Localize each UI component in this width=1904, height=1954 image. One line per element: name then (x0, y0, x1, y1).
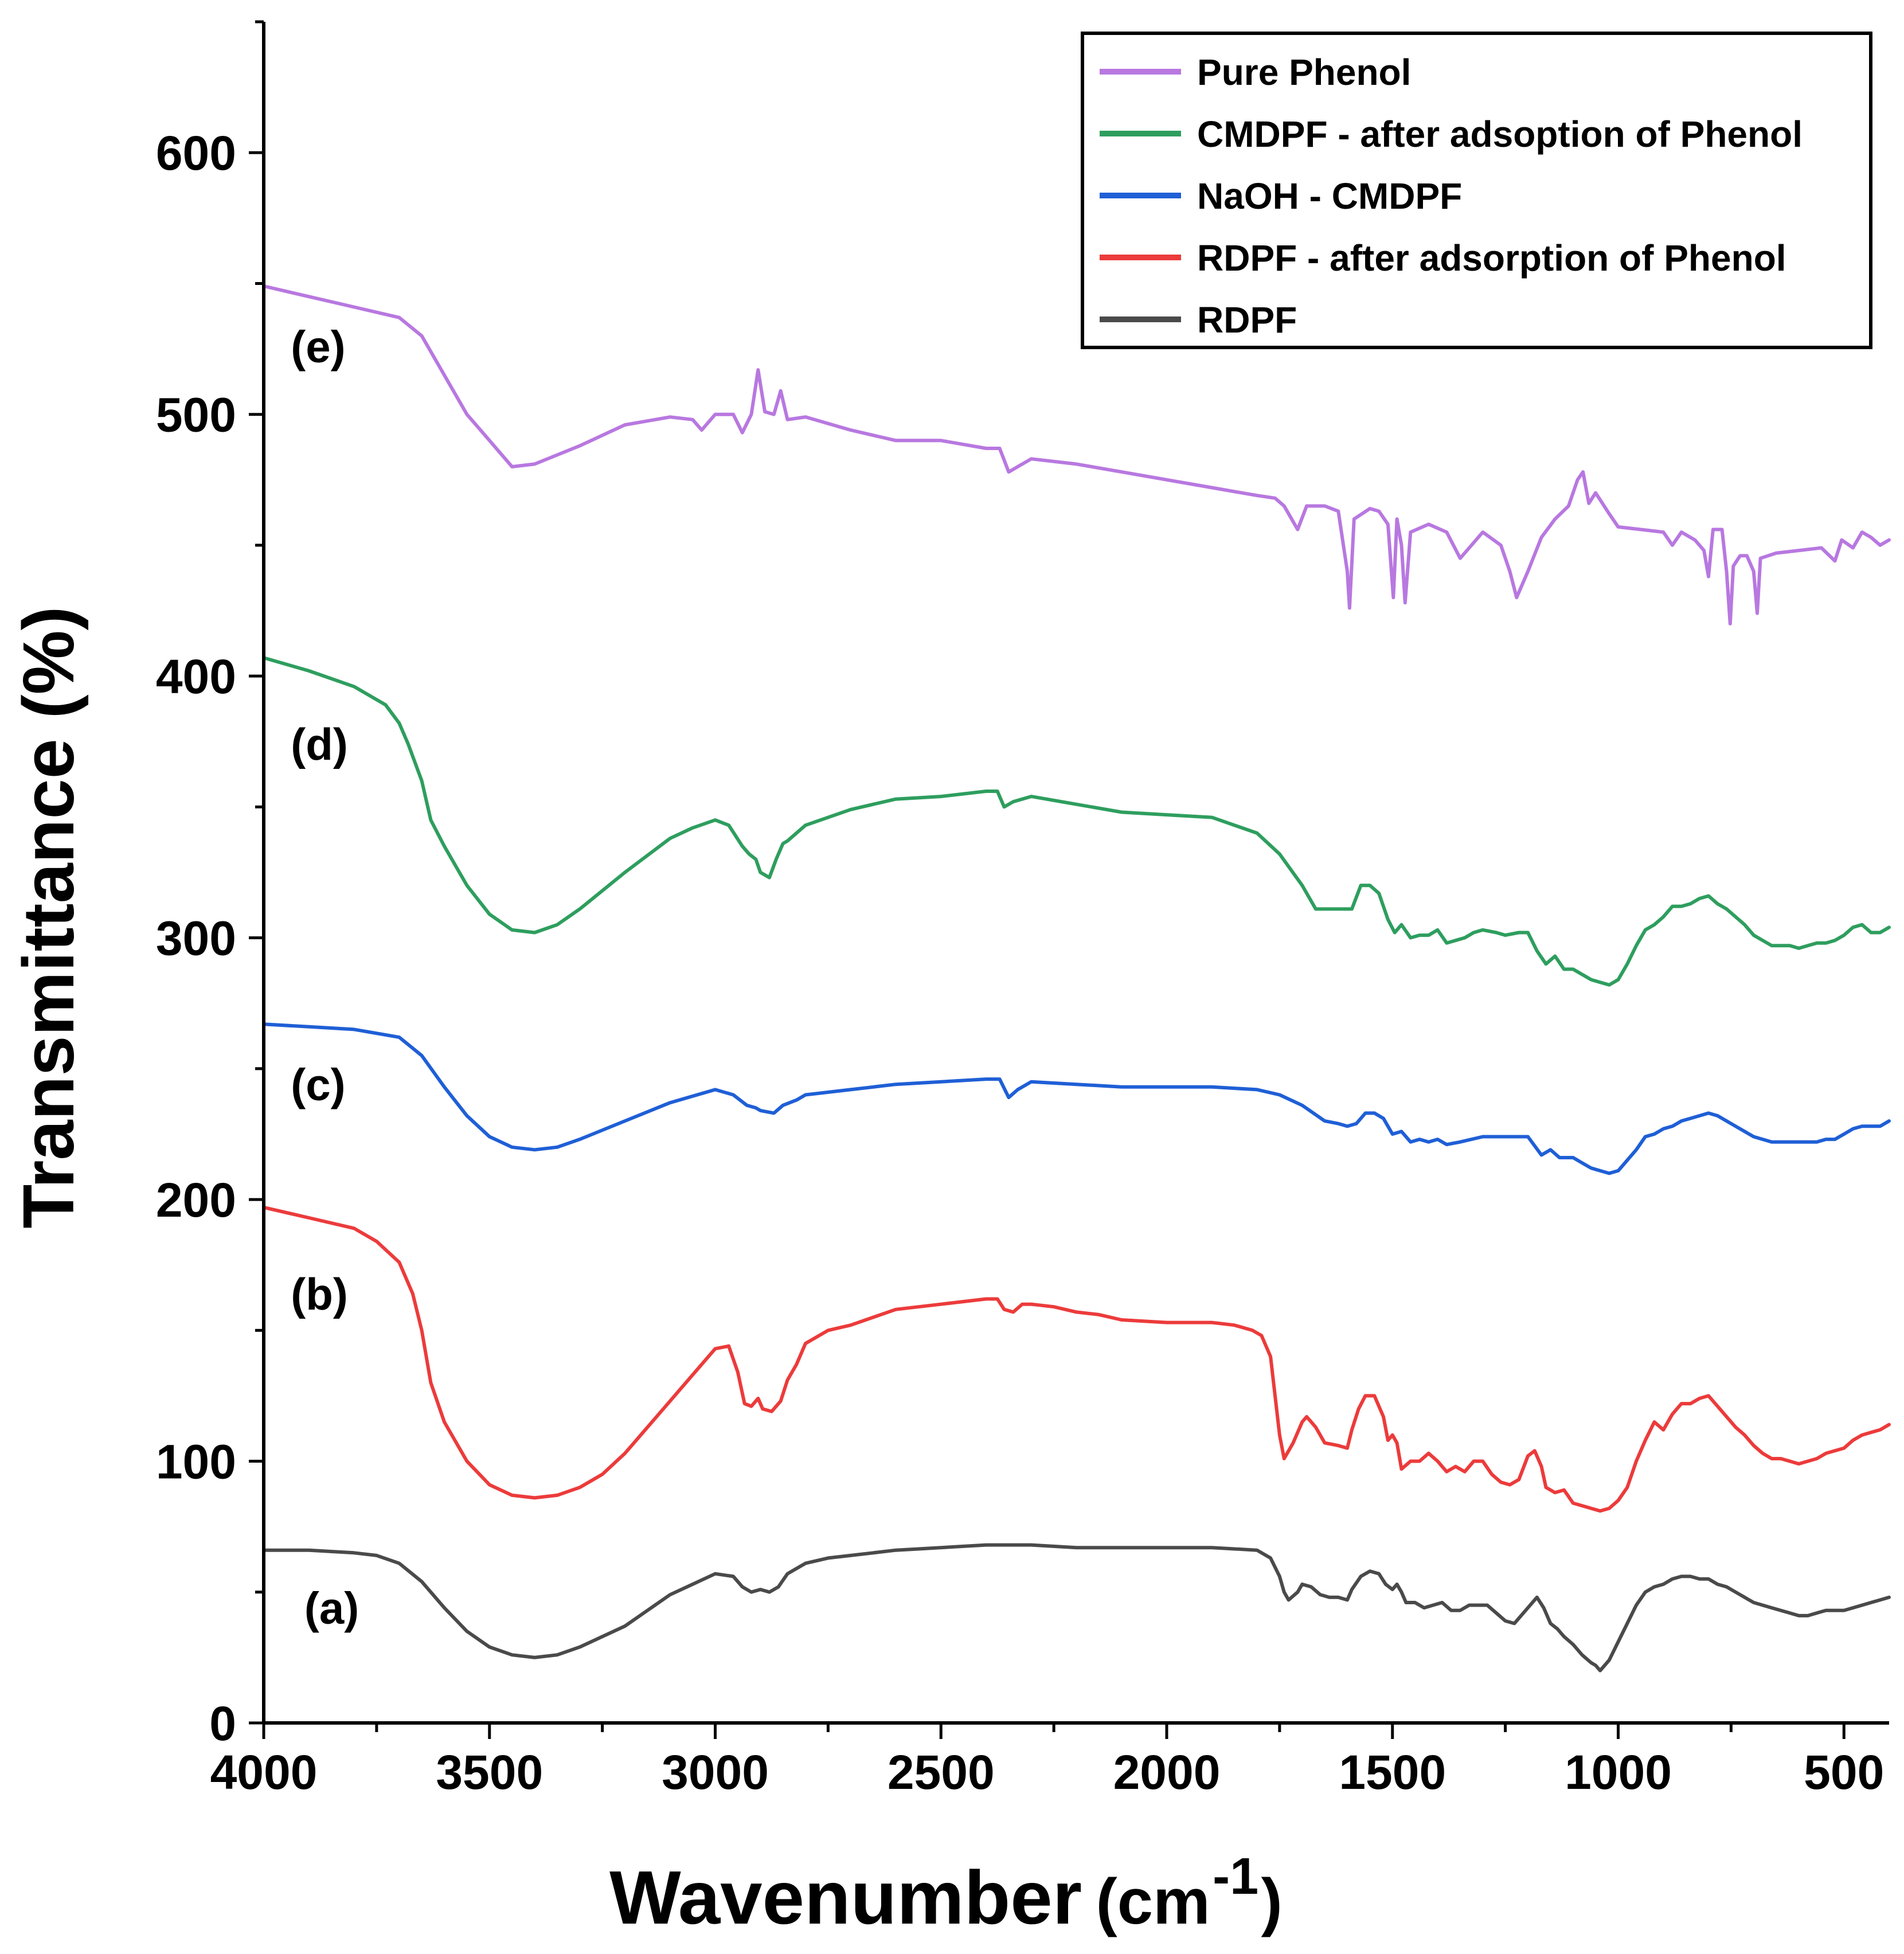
legend-label-4: RDPF - after adsorption of Phenol (1197, 237, 1786, 279)
legend-label-5: RDPF (1197, 299, 1297, 341)
y-tick-label: 400 (156, 650, 236, 704)
curve-label-2: (d) (291, 719, 348, 769)
curve-label-3: (c) (291, 1060, 345, 1110)
legend-box (1081, 32, 1872, 349)
series-line-3 (262, 1022, 1891, 1175)
x-tick-label: 2500 (888, 1745, 995, 1799)
legend-label-1: Pure Phenol (1197, 52, 1411, 93)
x-tick-label: 3000 (662, 1745, 769, 1799)
x-axis-title-unit-exponent: -1 (1213, 1848, 1258, 1905)
curve-label-5: (a) (304, 1583, 359, 1633)
curve-label-4: (b) (291, 1269, 348, 1319)
series-line-4 (262, 1205, 1891, 1513)
y-tick-label: 300 (156, 912, 236, 966)
series-line-2 (262, 656, 1891, 987)
y-tick-label: 500 (156, 388, 236, 442)
axes: 0 100 200 300 400 500 600 4000 3500 3000 2500 2000 1… (156, 20, 1889, 1799)
legend-label-2: CMDPF - after adsoption of Phenol (1197, 114, 1803, 155)
x-axis-title-main: Wavenumber (609, 1855, 1082, 1940)
y-tick-label: 100 (156, 1435, 236, 1489)
x-tick-label: 1500 (1339, 1745, 1446, 1799)
x-tick-label: 4000 (210, 1745, 318, 1799)
x-tick-label: 1000 (1565, 1745, 1672, 1799)
x-tick-label: 3500 (436, 1745, 543, 1799)
series-lines: (e) (d) (c) (b) (a) (262, 284, 1891, 1672)
series-line-1 (262, 284, 1891, 626)
y-tick-label: 0 (209, 1697, 236, 1750)
y-tick-label: 600 (156, 126, 236, 180)
curve-label-1: (e) (291, 321, 345, 372)
y-tick-label: 200 (156, 1173, 236, 1227)
x-axis-title-unit-close: ) (1261, 1866, 1283, 1937)
x-axis-title-unit: (cm (1096, 1866, 1210, 1937)
x-tick-label: 2000 (1113, 1745, 1221, 1799)
x-axis-title: Wavenumber (cm -1 ) (609, 1848, 1283, 1940)
x-tick-label: 500 (1804, 1745, 1884, 1799)
legend-label-3: NaOH - CMDPF (1197, 175, 1462, 217)
series-line-5 (262, 1543, 1891, 1672)
legend: Pure Phenol CMDPF - after adsoption of Ph… (1081, 32, 1872, 349)
y-axis-title: Transmittance (%) (8, 606, 89, 1228)
